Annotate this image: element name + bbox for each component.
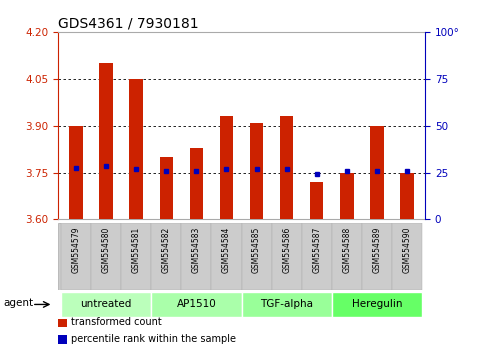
Bar bbox=[340, 173, 354, 219]
Bar bbox=[159, 157, 173, 219]
Text: TGF-alpha: TGF-alpha bbox=[260, 299, 313, 309]
Bar bbox=[212, 223, 242, 290]
Bar bbox=[400, 173, 414, 219]
Bar bbox=[310, 182, 324, 219]
Text: GSM554585: GSM554585 bbox=[252, 227, 261, 273]
Bar bbox=[392, 223, 422, 290]
Text: GSM554590: GSM554590 bbox=[402, 227, 412, 273]
Bar bbox=[58, 335, 67, 344]
Bar bbox=[69, 126, 83, 219]
Text: GSM554579: GSM554579 bbox=[71, 227, 81, 273]
Bar bbox=[271, 223, 302, 290]
Bar bbox=[332, 292, 422, 317]
Text: percentile rank within the sample: percentile rank within the sample bbox=[71, 334, 236, 344]
Text: transformed count: transformed count bbox=[71, 317, 161, 327]
Text: GSM554583: GSM554583 bbox=[192, 227, 201, 273]
Bar bbox=[121, 223, 151, 290]
Text: GDS4361 / 7930181: GDS4361 / 7930181 bbox=[58, 17, 199, 31]
Bar bbox=[61, 292, 151, 317]
Text: GSM554584: GSM554584 bbox=[222, 227, 231, 273]
Bar bbox=[370, 126, 384, 219]
Text: GSM554580: GSM554580 bbox=[101, 227, 111, 273]
Bar bbox=[99, 63, 113, 219]
Text: GSM554587: GSM554587 bbox=[312, 227, 321, 273]
Text: GSM554589: GSM554589 bbox=[372, 227, 382, 273]
Text: GSM554581: GSM554581 bbox=[132, 227, 141, 273]
Bar bbox=[58, 317, 67, 326]
Text: AP1510: AP1510 bbox=[176, 299, 216, 309]
Bar bbox=[242, 223, 271, 290]
Text: GSM554586: GSM554586 bbox=[282, 227, 291, 273]
Text: untreated: untreated bbox=[80, 299, 132, 309]
Bar bbox=[362, 223, 392, 290]
Text: GSM554582: GSM554582 bbox=[162, 227, 171, 273]
Bar bbox=[190, 148, 203, 219]
Bar bbox=[91, 223, 121, 290]
Bar bbox=[220, 116, 233, 219]
Bar bbox=[129, 79, 143, 219]
Bar bbox=[250, 122, 263, 219]
Bar bbox=[280, 116, 293, 219]
Bar bbox=[151, 223, 181, 290]
Bar bbox=[181, 223, 212, 290]
Bar bbox=[151, 292, 242, 317]
Bar bbox=[302, 223, 332, 290]
Bar bbox=[242, 292, 332, 317]
Text: GSM554588: GSM554588 bbox=[342, 227, 351, 273]
Bar bbox=[61, 223, 91, 290]
Text: agent: agent bbox=[3, 298, 33, 308]
Bar bbox=[332, 223, 362, 290]
Text: Heregulin: Heregulin bbox=[352, 299, 402, 309]
